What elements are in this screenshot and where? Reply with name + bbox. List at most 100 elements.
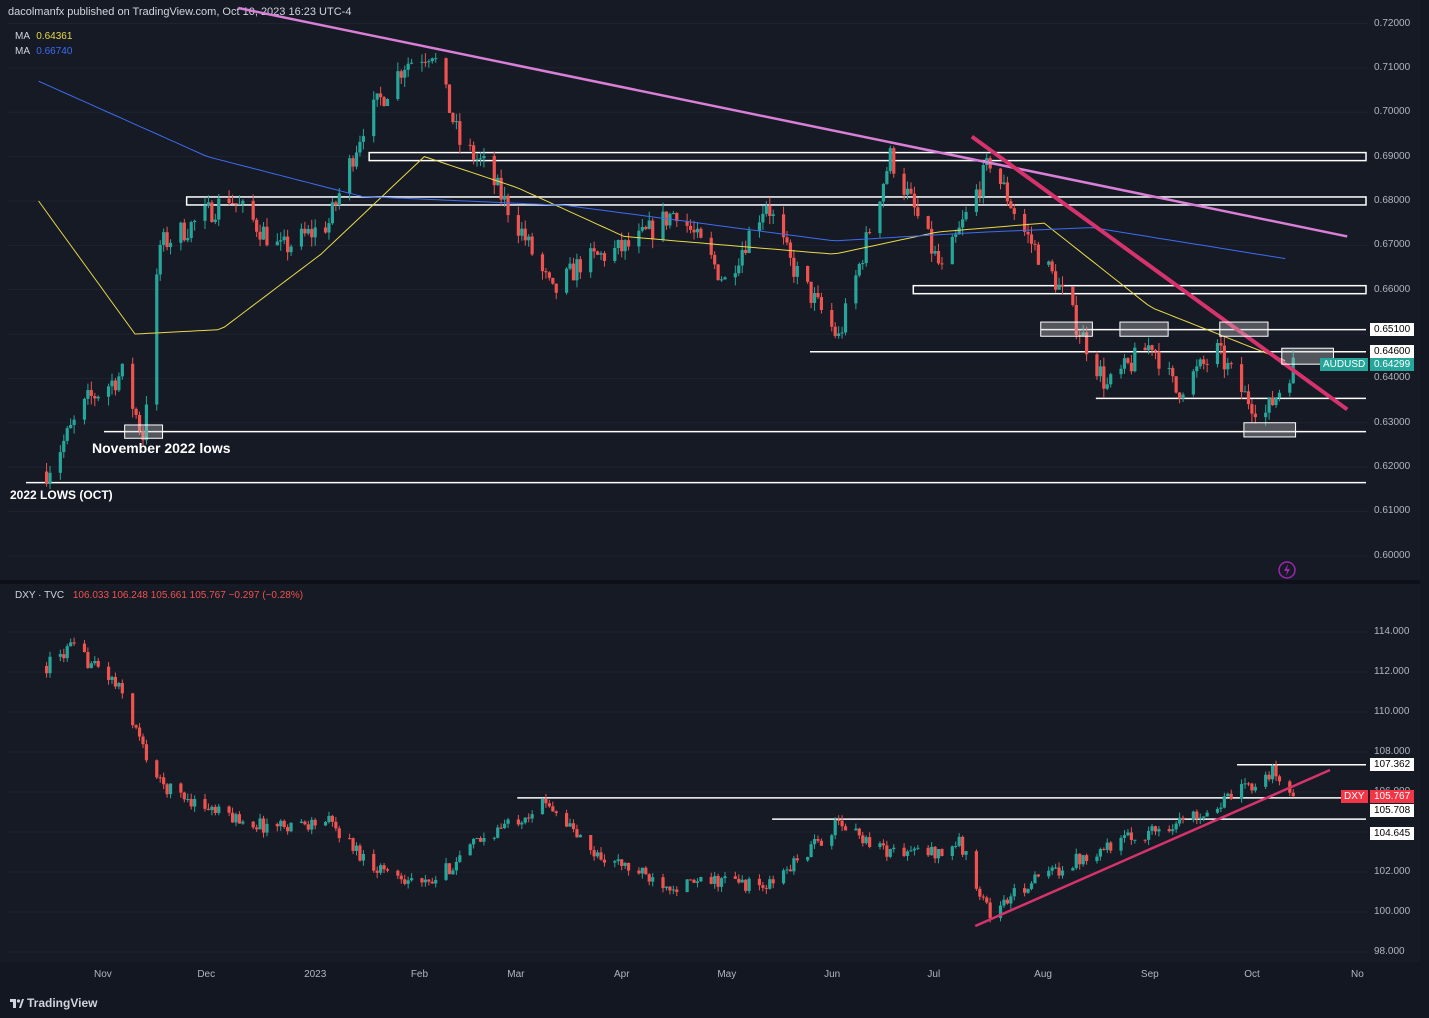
candle-body <box>1177 392 1182 399</box>
dxy-candle <box>482 832 486 846</box>
candle-body <box>936 849 941 859</box>
audusd-candle <box>217 193 221 226</box>
candle-body <box>809 844 813 858</box>
audusd-candle <box>692 220 696 240</box>
time-axis-label: Jul <box>927 969 941 980</box>
dxy-candle <box>926 845 930 858</box>
audusd-candle <box>613 240 617 264</box>
ma-200-label: MA <box>15 46 30 57</box>
candle-body <box>978 189 982 197</box>
dxy-candle <box>637 867 641 875</box>
time-axis-label: Nov <box>94 969 112 980</box>
audusd-candle <box>1133 342 1137 373</box>
candle-body <box>651 220 655 240</box>
candle-body <box>430 58 434 62</box>
dxy-candle <box>182 791 186 803</box>
candle-body <box>795 858 799 861</box>
candle-body <box>444 58 448 85</box>
dxy-candle <box>695 878 700 888</box>
candle-body <box>303 228 307 234</box>
audusd-candle <box>334 200 338 212</box>
candle-body <box>1239 364 1244 393</box>
chart-canvas[interactable] <box>0 0 1429 985</box>
candle-body <box>664 886 669 889</box>
candle-body <box>954 234 958 237</box>
audusd-candle <box>410 58 414 65</box>
audusd-candle <box>695 222 700 238</box>
audusd-price-tick: 0.69000 <box>1374 150 1411 162</box>
dxy-pane[interactable]: DXY · TVC 106.033 106.248 105.661 105.76… <box>0 584 1420 962</box>
dxy-candle <box>275 822 279 832</box>
dxy-candle <box>299 819 304 824</box>
candle-body <box>885 171 889 184</box>
candle-body <box>640 226 644 231</box>
pane-divider[interactable] <box>0 580 1420 584</box>
dxy-candle <box>830 833 834 850</box>
candle-body <box>578 259 582 273</box>
audusd-candle <box>1222 336 1226 378</box>
candle-body <box>647 220 651 229</box>
dxy-candle <box>575 824 579 838</box>
audusd-candle <box>375 93 379 107</box>
candle-body <box>1126 832 1130 836</box>
audusd-candle <box>785 230 789 246</box>
dxy-candle <box>1171 824 1175 835</box>
audusd-candle <box>482 148 486 168</box>
audusd-candle <box>96 395 100 402</box>
candle-body <box>806 265 810 282</box>
candle-body <box>768 879 772 889</box>
dxy-candle <box>447 863 452 875</box>
candle-body <box>499 177 503 200</box>
candle-body <box>1157 351 1161 369</box>
audusd-candle <box>840 326 844 339</box>
audusd-candle <box>589 243 593 278</box>
tradingview-logo[interactable]: TradingView <box>10 996 97 1010</box>
candle-body <box>819 297 824 310</box>
dxy-candle <box>540 798 545 815</box>
audusd-price-tick: 0.71000 <box>1374 61 1411 73</box>
audusd-candle <box>1105 377 1109 391</box>
audusd-candle <box>227 190 231 206</box>
candle-body <box>361 853 365 861</box>
candle-body <box>764 205 768 214</box>
audusd-candle <box>723 276 727 280</box>
audusd-candle <box>905 181 910 200</box>
dxy-candle <box>664 886 669 891</box>
candle-body <box>382 865 386 870</box>
audusd-candle <box>179 221 183 251</box>
candle-body <box>930 228 934 254</box>
audusd-candle <box>1033 240 1037 251</box>
dxy-candle <box>998 901 1003 922</box>
candle-body <box>833 819 837 836</box>
candle-body <box>575 259 579 281</box>
dxy-candle <box>1005 897 1009 905</box>
audusd-candle <box>451 112 455 125</box>
candle-body <box>1098 849 1102 857</box>
candle-body <box>771 214 775 216</box>
dxy-candle <box>282 819 286 829</box>
candle-body <box>620 239 624 252</box>
audusd-candle <box>857 262 861 278</box>
ma-200-legend[interactable]: MA 0.66740 <box>15 46 72 57</box>
dxy-candle <box>881 839 886 850</box>
dxy-candle <box>554 810 558 817</box>
dxy-candle <box>1057 862 1061 879</box>
audusd-candle <box>1078 329 1082 344</box>
audusd-candle <box>812 287 817 311</box>
audusd-candle <box>978 181 982 203</box>
candle-body <box>564 268 569 293</box>
audusd-candle <box>764 201 768 217</box>
dxy-candle <box>816 835 820 843</box>
dxy-candle <box>747 876 751 894</box>
audusd-candle <box>502 186 507 207</box>
candle-body <box>385 99 390 106</box>
audusd-candle <box>837 326 841 339</box>
audusd-candle <box>1122 353 1127 374</box>
audusd-candle <box>1026 223 1030 244</box>
audusd-candle <box>819 292 824 314</box>
lightning-icon[interactable] <box>1278 561 1296 579</box>
time-axis-label: Sep <box>1140 969 1159 980</box>
ma-50-legend[interactable]: MA 0.64361 <box>15 31 72 42</box>
dxy-legend[interactable]: DXY · TVC 106.033 106.248 105.661 105.76… <box>15 590 303 601</box>
